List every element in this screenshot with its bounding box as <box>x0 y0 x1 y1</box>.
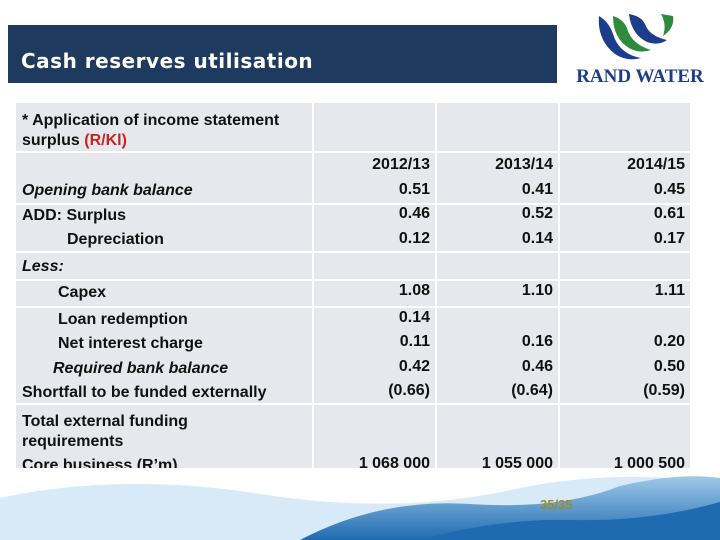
row-separator <box>16 403 690 405</box>
row-separator <box>16 203 690 205</box>
val-depreciation: 0.12 <box>398 229 430 247</box>
year-header: 2014/15 <box>627 156 685 173</box>
header-blank-cell-1 <box>314 103 435 151</box>
header-label-cell: * Application of income statement surplu… <box>16 103 312 151</box>
header-label-text: * Application of income statement surplu… <box>22 112 280 149</box>
val-capex: 1.11 <box>654 282 685 299</box>
val-core: 1 055 000 <box>481 454 553 469</box>
val-interest: 0.11 <box>399 333 430 350</box>
val-depreciation: 0.17 <box>653 229 685 247</box>
val-core: 1 000 500 <box>613 454 685 469</box>
val-loan: 0.14 <box>398 308 430 326</box>
label-less: Less: <box>22 257 64 275</box>
col-2014-15: 2014/15 0.45 0.61 0.17 1.11 0.20 0.50 (0… <box>560 153 690 468</box>
val-required: 0.50 <box>653 357 685 375</box>
title-bar: Cash reserves utilisation <box>8 25 557 83</box>
label-core: Core business (R’m) <box>22 456 178 469</box>
label-opening: Opening bank balance <box>22 182 193 199</box>
val-required: 0.46 <box>521 357 553 375</box>
label-capex: Capex <box>58 284 107 301</box>
val-opening: 0.41 <box>521 180 553 198</box>
val-shortfall: (0.59) <box>643 382 685 399</box>
logo-text: RAND WATER <box>576 66 704 87</box>
row-separator <box>16 279 690 281</box>
label-depreciation: Depreciation <box>67 231 164 248</box>
val-interest: 0.16 <box>521 333 553 350</box>
val-loan <box>560 306 685 331</box>
label-required: Required bank balance <box>53 359 229 377</box>
year-header: 2013/14 <box>495 156 553 173</box>
val-shortfall: (0.64) <box>511 382 553 399</box>
label-loan: Loan redemption <box>58 310 188 328</box>
cash-reserves-table: * Application of income statement surplu… <box>16 103 690 468</box>
year-header: 2012/13 <box>372 156 430 173</box>
header-blank-cell-2 <box>437 103 558 151</box>
label-add-surplus: ADD: Surplus <box>22 206 126 224</box>
label-total-ext: Total external funding requirements <box>22 412 188 450</box>
val-capex: 1.08 <box>398 282 430 299</box>
col-2012-13: 2012/13 0.51 0.46 0.12 1.08 0.14 0.11 0.… <box>314 153 435 468</box>
row-separator <box>16 306 690 308</box>
rand-water-logo-icon <box>598 14 674 60</box>
water-wave-decoration <box>0 476 720 540</box>
slide-title: Cash reserves utilisation <box>21 49 314 73</box>
val-opening: 0.45 <box>653 180 685 198</box>
header-blank-cell-3 <box>560 103 690 151</box>
label-net-interest: Net interest charge <box>58 335 203 352</box>
val-shortfall: (0.66) <box>388 382 430 399</box>
val-depreciation: 0.14 <box>521 229 553 247</box>
val-capex: 1.10 <box>521 282 553 299</box>
page-number: 35/35 <box>540 497 573 512</box>
header-unit-text: (R/Kl) <box>84 132 127 149</box>
label-shortfall: Shortfall to be funded externally <box>22 384 267 401</box>
val-core: 1 068 000 <box>358 454 430 469</box>
val-surplus: 0.61 <box>653 205 685 222</box>
col-2013-14: 2013/14 0.41 0.52 0.14 1.10 0.16 0.46 (0… <box>437 153 558 468</box>
labels-cell: Opening bank balance ADD: Surplus Deprec… <box>16 153 312 468</box>
row-separator <box>16 251 690 253</box>
val-surplus: 0.46 <box>398 205 430 222</box>
val-opening: 0.51 <box>398 180 430 198</box>
val-interest: 0.20 <box>653 333 685 350</box>
val-loan <box>437 306 553 331</box>
val-required: 0.42 <box>398 357 430 375</box>
val-surplus: 0.52 <box>521 205 553 222</box>
